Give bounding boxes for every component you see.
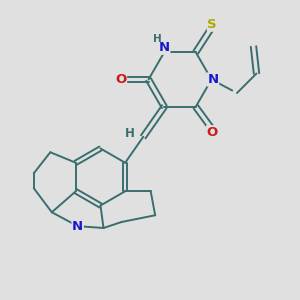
Text: H: H <box>153 34 162 44</box>
Text: H: H <box>125 127 135 140</box>
Text: O: O <box>115 73 127 86</box>
Text: N: N <box>72 220 83 232</box>
Text: N: N <box>207 73 219 86</box>
Text: S: S <box>207 18 217 31</box>
Text: N: N <box>159 41 170 54</box>
Text: O: O <box>207 126 218 139</box>
